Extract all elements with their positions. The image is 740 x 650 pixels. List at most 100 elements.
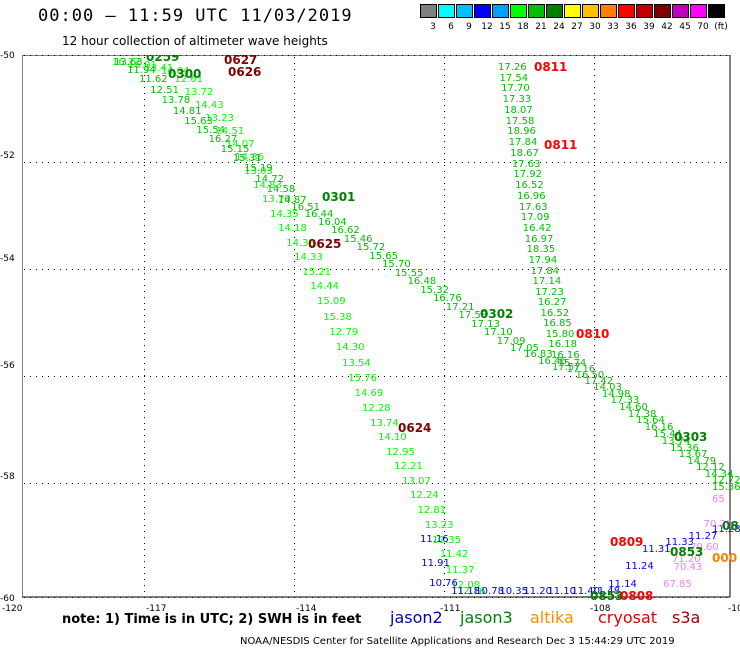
y-tick-label: -50 bbox=[0, 51, 15, 61]
wave-height-value: 11.94 bbox=[127, 64, 156, 76]
wave-height-value: 14.69 bbox=[354, 388, 384, 400]
wave-height-value: 18.96 bbox=[507, 126, 536, 138]
wave-height-value: 18.35 bbox=[526, 244, 556, 256]
wave-height-value: 11.42 bbox=[439, 549, 469, 561]
wave-height-value: 13.74 bbox=[370, 417, 399, 429]
color-scale-swatch bbox=[672, 4, 689, 18]
color-scale-label: 15 bbox=[499, 22, 511, 32]
wave-height-value: 14.87 bbox=[277, 194, 307, 206]
color-scale-label: 18 bbox=[517, 22, 529, 32]
wave-height-value: 13.78 bbox=[161, 95, 191, 107]
wave-height-value: 16.01 bbox=[128, 60, 157, 72]
legend-item-jason2: jason2 bbox=[390, 608, 443, 627]
color-scale-label: 45 bbox=[679, 22, 691, 32]
pass-id-label: 0303 bbox=[674, 430, 708, 444]
wave-height-value: 16.76 bbox=[433, 293, 462, 305]
wave-height-value: 16.50 bbox=[575, 369, 605, 381]
color-scale-label: 42 bbox=[661, 22, 673, 32]
wave-height-value: 17.21 bbox=[445, 301, 475, 313]
wave-height-value: 16.42 bbox=[522, 222, 552, 234]
wave-height-value: 12.24 bbox=[410, 490, 439, 502]
pass-id-label: 0853 bbox=[590, 589, 624, 600]
y-tick-label: -56 bbox=[0, 361, 15, 371]
wave-height-value: 17.94 bbox=[528, 254, 558, 266]
wave-height-value: 17.58 bbox=[505, 115, 535, 127]
wave-height-value: 13.74 bbox=[661, 435, 691, 447]
wave-height-value: 11.62 bbox=[139, 74, 168, 86]
legend-item-cryosat: cryosat bbox=[598, 608, 658, 627]
plot-frame bbox=[22, 55, 731, 598]
wave-height-value: 14.18 bbox=[278, 223, 307, 235]
color-scale-label: 33 bbox=[607, 22, 619, 32]
wave-height-value: 17.33 bbox=[610, 395, 640, 407]
y-tick-label: -60 bbox=[0, 594, 15, 604]
wave-height-value: 16.27 bbox=[208, 134, 238, 146]
wave-height-value: 14.10 bbox=[378, 432, 407, 444]
wave-height-value: 13.23 bbox=[205, 112, 234, 124]
wave-height-value: 67.85 bbox=[663, 578, 692, 590]
pass-id-label: 0811 bbox=[544, 138, 578, 152]
wave-height-value: 15.21 bbox=[302, 266, 331, 278]
color-scale-swatch bbox=[690, 4, 707, 18]
color-scale-label: 70 bbox=[697, 22, 709, 32]
map-subtitle: 12 hour collection of altimeter wave hei… bbox=[62, 34, 328, 48]
wave-height-value: 16.27 bbox=[537, 297, 567, 309]
wave-height-value: 14.36 bbox=[235, 152, 264, 164]
pass-id-label: 0810 bbox=[576, 327, 610, 341]
wave-height-value: 16.85 bbox=[543, 318, 572, 330]
wave-height-value: 15.36 bbox=[670, 442, 699, 454]
wave-height-value: 13.41 bbox=[144, 63, 174, 75]
wave-height-value: 17.14 bbox=[532, 276, 562, 288]
wave-height-value: 16.16 bbox=[644, 422, 674, 434]
wave-height-value: 17.63 bbox=[518, 201, 548, 213]
x-tick-label: -120 bbox=[2, 604, 23, 614]
wave-height-value: 16.52 bbox=[515, 180, 544, 192]
wave-height-value: 17.57 bbox=[552, 362, 581, 373]
wave-height-value: 10.76 bbox=[429, 578, 458, 590]
wave-height-value: 13.03 bbox=[244, 166, 273, 178]
wave-height-value: 12.08 bbox=[451, 580, 481, 592]
wave-height-value: 18.07 bbox=[504, 104, 533, 116]
color-scale-swatch bbox=[456, 4, 473, 18]
wave-height-value: 70.43 bbox=[673, 562, 703, 574]
wave-height-value: 17.54 bbox=[499, 72, 529, 84]
wave-height-value: 15.32 bbox=[420, 284, 449, 296]
pass-id-label: 0301 bbox=[322, 190, 356, 204]
wave-height-value: 15.74 bbox=[557, 357, 587, 369]
wave-height-value: 15.46 bbox=[343, 233, 373, 245]
wave-height-value: 12.81 bbox=[417, 504, 447, 516]
wave-height-value: 12.95 bbox=[386, 446, 415, 458]
wave-height-value: 16.62 bbox=[331, 225, 360, 237]
wave-height-value: 16.52 bbox=[540, 307, 570, 319]
wave-height-value: 11.28 bbox=[712, 524, 740, 535]
wave-height-value: 14.79 bbox=[687, 455, 717, 467]
wave-height-value: 15.38 bbox=[323, 311, 352, 323]
wave-height-value: 12.61 bbox=[174, 73, 204, 85]
color-scale-swatch bbox=[474, 4, 491, 18]
wave-height-value: 14.35 bbox=[270, 208, 299, 220]
wave-height-value: 15.44 bbox=[653, 428, 682, 440]
map-title: 00:00 — 11:59 UTC 11/03/2019 bbox=[38, 6, 353, 26]
pass-id-label: 0808 bbox=[620, 589, 654, 600]
color-scale-swatch bbox=[420, 4, 437, 18]
wave-height-value: 16.27 bbox=[112, 57, 141, 68]
wave-height-value: 15.54 bbox=[196, 125, 226, 137]
wave-height-value: 14.34 bbox=[704, 468, 734, 480]
wave-height-value: 17.42 bbox=[584, 375, 614, 387]
color-scale-swatch bbox=[654, 4, 671, 18]
color-scale-swatch bbox=[582, 4, 599, 18]
wave-height-value: 14.51 bbox=[215, 125, 245, 137]
wave-height-value: 16.18 bbox=[548, 339, 577, 351]
wave-height-value: 15.09 bbox=[317, 296, 346, 308]
wave-height-value: 14.83 bbox=[253, 180, 282, 192]
wave-height-value: 14.33 bbox=[294, 252, 323, 264]
wave-height-value: 13.67 bbox=[678, 449, 708, 461]
wave-height-value: 65 bbox=[712, 494, 725, 505]
wave-height-value: 14.60 bbox=[619, 401, 648, 413]
pass-id-label: 0259 bbox=[146, 55, 180, 64]
wave-height-value: 16.16 bbox=[550, 349, 580, 361]
x-tick-label: -10 bbox=[728, 604, 740, 614]
color-scale-label: 12 bbox=[481, 22, 493, 32]
wave-height-value: 12.21 bbox=[394, 461, 423, 473]
wave-height-value: 16.96 bbox=[517, 190, 546, 202]
